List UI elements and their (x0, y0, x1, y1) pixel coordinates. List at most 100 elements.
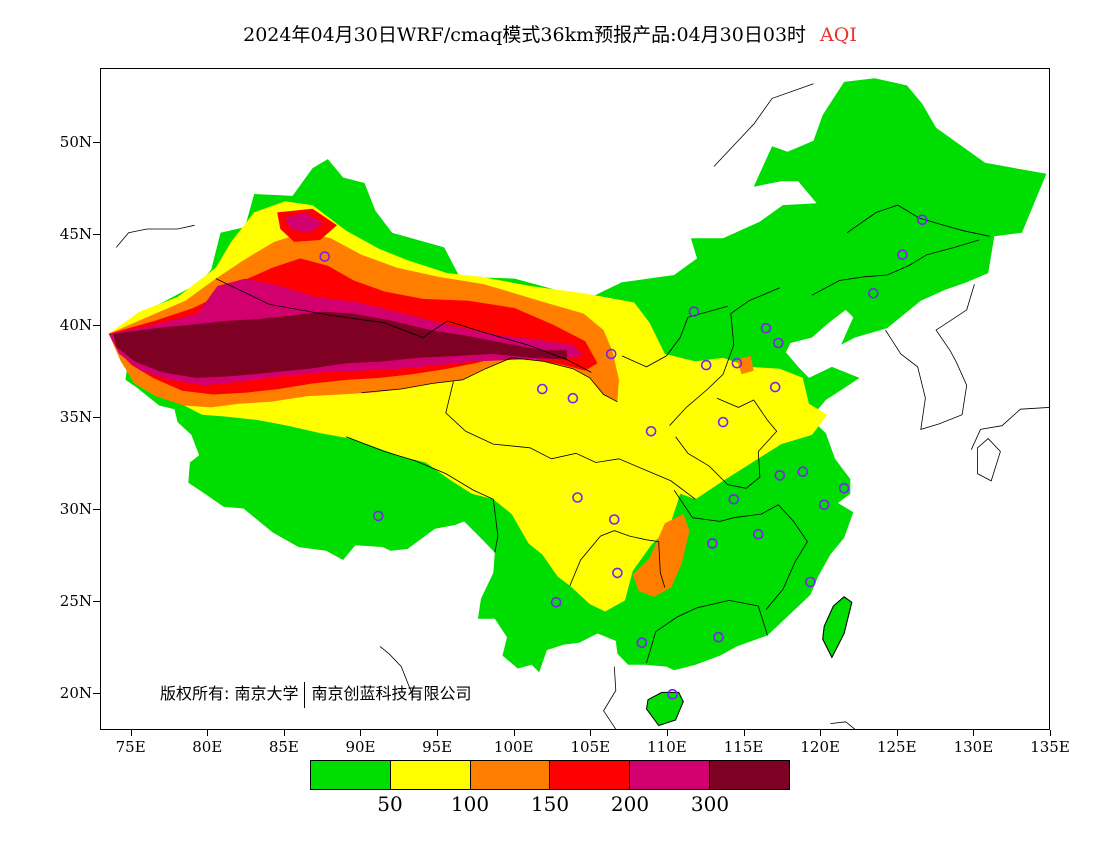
city-marker (572, 492, 583, 503)
latitude-tick (93, 141, 100, 143)
city-marker (818, 499, 830, 511)
city-marker (605, 348, 617, 360)
longitude-label: 105E (570, 738, 611, 756)
city-marker (867, 288, 879, 299)
longitude-tick (513, 730, 515, 736)
city-marker (636, 637, 648, 649)
longitude-label: 125E (876, 738, 917, 756)
city-marker (667, 688, 678, 700)
longitude-label: 130E (953, 738, 994, 756)
coast-kyushu (977, 438, 1001, 482)
border-henan (675, 397, 778, 489)
legend-swatch (390, 761, 471, 789)
city-marker (717, 416, 729, 428)
longitude-label: 135E (1030, 738, 1070, 756)
copyright-right: 南京创蓝科技有限公司 (311, 684, 472, 703)
longitude-tick (360, 730, 362, 736)
coast-korea (885, 284, 975, 430)
legend-swatch (470, 761, 551, 789)
aqi-orange-hunan (632, 514, 690, 597)
latitude-label: 40N (59, 316, 92, 335)
city-marker (797, 466, 809, 478)
map-title-main: 2024年04月30日WRF/cmaq模式36km预报产品:04月30日03时 (243, 24, 807, 46)
city-marker (838, 482, 850, 494)
coast-russia-upper (713, 83, 814, 167)
latitude-label: 25N (59, 592, 92, 611)
city-marker (688, 306, 700, 317)
city-marker (760, 322, 772, 334)
city-marker (772, 337, 784, 349)
coast-japan-west (970, 407, 1049, 450)
city-marker (713, 631, 724, 643)
latitude-label: 30N (59, 500, 92, 519)
latitude-tick (93, 601, 100, 603)
longitude-label: 90E (345, 738, 376, 756)
legend-swatch (710, 761, 789, 789)
city-marker (567, 392, 579, 404)
copyright-left: 版权所有: 南京大学 (160, 684, 299, 703)
longitude-tick (207, 730, 209, 736)
city-marker (731, 357, 743, 369)
map-title: 2024年04月30日WRF/cmaq模式36km预报产品:04月30日03时 A… (0, 20, 1100, 47)
legend-label: 50 (377, 792, 403, 816)
border-shanxi-hebei (669, 287, 780, 426)
copyright-separator (304, 681, 306, 708)
legend-label: 300 (690, 792, 730, 816)
latitude-tick (93, 417, 100, 419)
latitude-label: 45N (59, 224, 92, 243)
longitude-label: 120E (800, 738, 840, 756)
city-marker (700, 359, 712, 371)
city-marker (752, 528, 764, 540)
coast-luzon (830, 721, 856, 729)
border-guangxi-guangdong (646, 599, 768, 664)
city-marker (805, 576, 816, 588)
border-sichuan-north (445, 381, 696, 500)
longitude-label: 75E (115, 738, 146, 756)
aqi-magenta-urumqi (284, 212, 324, 233)
border-jiangxi (673, 489, 808, 610)
longitude-tick (283, 730, 285, 736)
city-marker (319, 251, 330, 262)
longitude-label: 95E (422, 738, 453, 756)
border-tibet-east (346, 436, 499, 553)
longitude-tick (590, 730, 592, 736)
longitude-tick (130, 730, 132, 736)
latitude-tick (93, 509, 100, 511)
longitude-tick (973, 730, 975, 736)
city-marker (608, 514, 620, 525)
latitude-label: 20N (59, 684, 92, 703)
longitude-tick (743, 730, 745, 736)
city-marker (536, 383, 548, 395)
aqi-forecast-map (100, 68, 1050, 730)
border-jilin-liaoning (811, 239, 980, 296)
city-marker (550, 596, 562, 608)
legend-swatch (550, 761, 631, 789)
latitude-label: 35N (59, 408, 92, 427)
latitude-tick (93, 693, 100, 695)
city-marker (612, 567, 623, 579)
longitude-label: 80E (192, 738, 223, 756)
legend-label: 200 (610, 792, 650, 816)
legend-label: 100 (450, 792, 490, 816)
longitude-tick (666, 730, 668, 736)
border-qinghai-gansu (361, 357, 618, 403)
map-canvas (108, 78, 1049, 729)
city-marker (707, 538, 718, 549)
city-marker (897, 249, 908, 260)
city-marker (728, 493, 740, 505)
longitude-tick (437, 730, 439, 736)
border-xinjiang-south (215, 278, 592, 373)
legend-swatch (630, 761, 711, 789)
city-marker (372, 510, 384, 522)
longitude-label: 100E (493, 738, 534, 756)
border-guizhou (569, 530, 666, 588)
latitude-tick (93, 233, 100, 235)
coast-balkhash (115, 224, 195, 248)
coast-vietnam (603, 666, 617, 729)
longitude-label: 110E (647, 738, 687, 756)
aqi-color-legend (310, 760, 790, 790)
legend-swatch (311, 761, 391, 789)
latitude-tick (93, 325, 100, 327)
border-heilongjiang (846, 204, 990, 237)
city-marker (645, 425, 657, 437)
